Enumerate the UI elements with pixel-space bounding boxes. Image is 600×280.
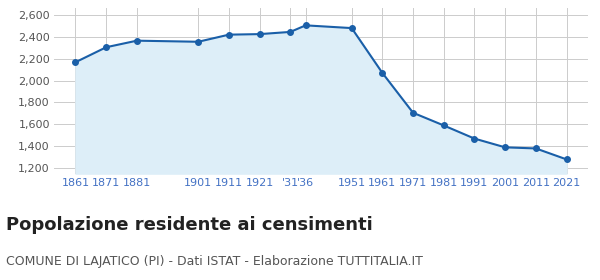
Text: Popolazione residente ai censimenti: Popolazione residente ai censimenti xyxy=(6,216,373,234)
Text: COMUNE DI LAJATICO (PI) - Dati ISTAT - Elaborazione TUTTITALIA.IT: COMUNE DI LAJATICO (PI) - Dati ISTAT - E… xyxy=(6,255,423,268)
